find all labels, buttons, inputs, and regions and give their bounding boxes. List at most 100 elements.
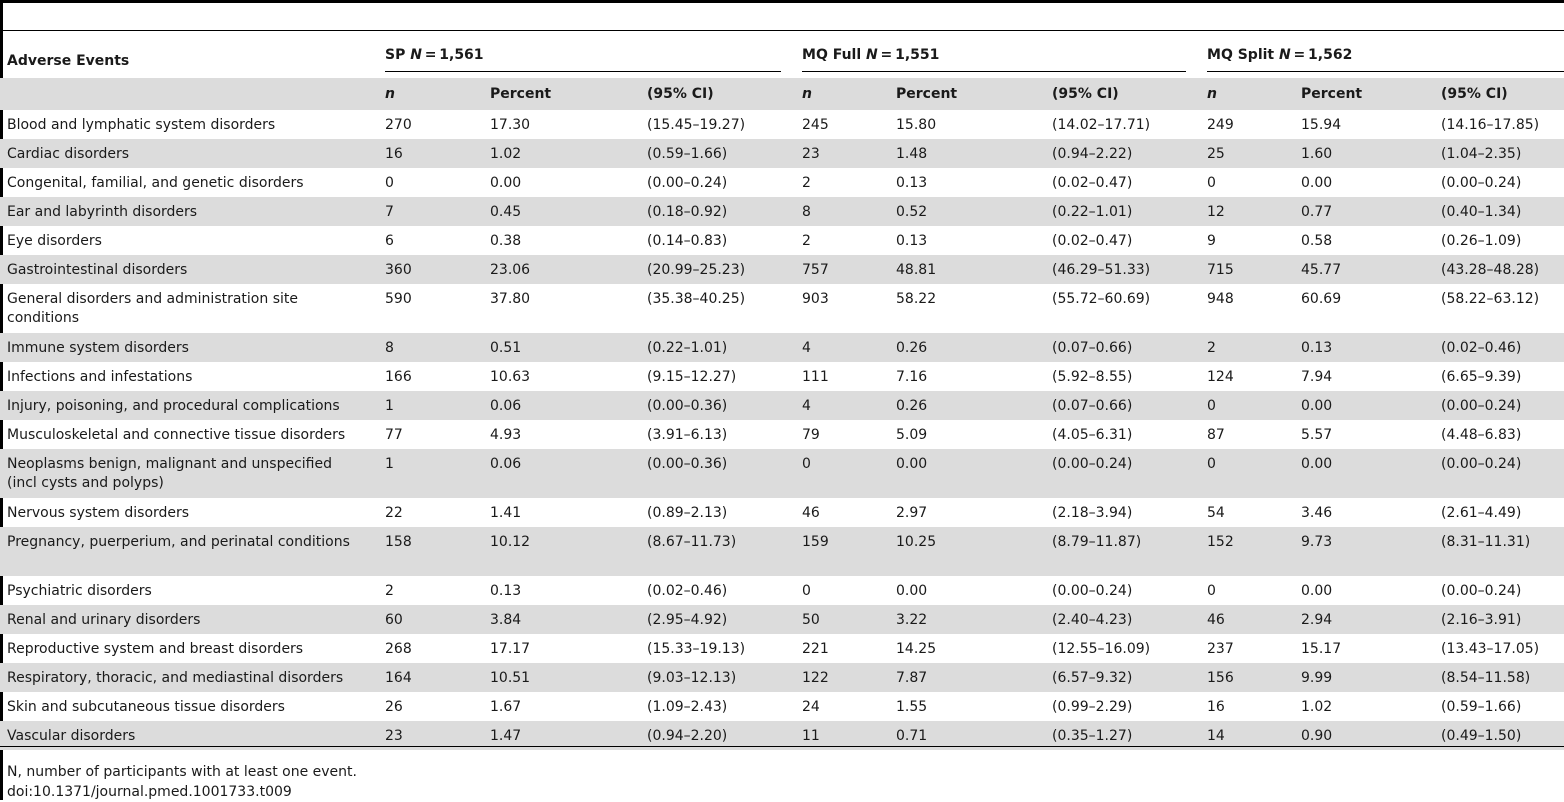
group-name: MQ Split — [1207, 46, 1275, 63]
adverse-event-label: Skin and subcutaneous tissue disorders — [7, 699, 285, 715]
cell-mq-full-percent: 0.00 — [896, 583, 928, 599]
cell-sp-n: 2 — [385, 583, 394, 599]
cell-mq-split-percent: 7.94 — [1301, 369, 1333, 385]
table-row: Eye disorders 6 0.38 (0.14–0.83) 2 0.13 (0.02–… — [0, 226, 1564, 255]
footnote-doi: doi:10.1371/journal.pmed.1001733.t009 — [7, 784, 292, 800]
adverse-event-label: Renal and urinary disorders — [0, 605, 378, 634]
adverse-event-label: Cardiac disorders — [0, 139, 378, 168]
cell-sp-n: 8 — [378, 333, 483, 362]
cell-mq-full-percent: 0.26 — [889, 391, 1046, 420]
cell-sp-n: 7 — [378, 197, 483, 226]
group-header-row: Adverse Events SP N = 1,561 MQ Full N = … — [0, 36, 1564, 78]
cell-mq-full-percent: 7.16 — [896, 369, 928, 385]
cell-mq-full-n: 24 — [802, 699, 820, 715]
cell-mq-full-percent: 58.22 — [896, 291, 937, 307]
cell-mq-full-percent: 0.00 — [889, 449, 1046, 498]
cell-mq-split-percent: 0.90 — [1294, 721, 1435, 750]
cell-sp-percent: 1.67 — [490, 699, 522, 715]
cell-sp-percent: 0.00 — [490, 175, 522, 191]
cell-mq-full-percent: 3.22 — [889, 605, 1046, 634]
cell-mq-full-ci: (0.07–0.66) — [1045, 391, 1201, 420]
cell-mq-split-ci: (2.61–4.49) — [1441, 505, 1522, 521]
cell-mq-split-percent: 1.02 — [1301, 699, 1333, 715]
cell-mq-split-ci: (0.00–0.24) — [1434, 449, 1564, 498]
adverse-events-table: Adverse Events SP N = 1,561 MQ Full N = … — [0, 36, 1564, 750]
cell-mq-split-ci: (0.00–0.24) — [1441, 175, 1522, 191]
cell-mq-full-percent: 0.13 — [896, 175, 928, 191]
cell-sp-percent: 0.38 — [490, 233, 522, 249]
cell-sp-n: 270 — [385, 117, 412, 133]
adverse-event-label: Gastrointestinal disorders — [0, 255, 378, 284]
cell-mq-full-n: 122 — [795, 663, 890, 692]
cell-mq-split-ci: (6.65–9.39) — [1441, 369, 1522, 385]
cell-sp-ci: (0.59–1.66) — [640, 139, 796, 168]
cell-sp-ci: (0.89–2.13) — [647, 505, 728, 521]
cell-sp-ci: (15.45–19.27) — [647, 117, 746, 133]
cell-mq-split-percent: 0.00 — [1301, 175, 1333, 191]
cell-mq-full-ci: (14.02–17.71) — [1052, 117, 1151, 133]
sub-header-ci: (95% CI) — [640, 78, 796, 110]
cell-mq-split-ci: (0.00–0.24) — [1434, 391, 1564, 420]
cell-mq-full-n: 0 — [795, 449, 890, 498]
table-row: Blood and lymphatic system disorders 270 1… — [0, 110, 1564, 139]
adverse-event-label: Ear and labyrinth disorders — [0, 197, 378, 226]
table-footnotes: N, number of participants with at least … — [7, 762, 357, 802]
cell-sp-n: 22 — [385, 505, 403, 521]
cell-sp-ci: (9.03–12.13) — [640, 663, 796, 692]
table-row: General disorders and administration sit… — [0, 284, 1564, 333]
table-row: Pregnancy, puerperium, and perinatal con… — [0, 527, 1564, 576]
cell-mq-split-n: 0 — [1200, 391, 1295, 420]
cell-mq-full-percent: 2.97 — [896, 505, 928, 521]
cell-mq-split-n: 12 — [1200, 197, 1295, 226]
cell-mq-split-ci: (4.48–6.83) — [1441, 427, 1522, 443]
cell-mq-full-n: 8 — [795, 197, 890, 226]
cell-mq-full-ci: (6.57–9.32) — [1045, 663, 1201, 692]
cell-mq-split-ci: (8.31–11.31) — [1434, 527, 1564, 576]
cell-mq-full-ci: (2.40–4.23) — [1045, 605, 1201, 634]
table-row: Congenital, familial, and genetic disord… — [0, 168, 1564, 197]
sub-header-percent: Percent — [889, 78, 1046, 110]
cell-mq-split-percent: 9.99 — [1294, 663, 1435, 692]
table-row: Renal and urinary disorders 60 3.84 (2.95–4… — [0, 605, 1564, 634]
cell-sp-n: 16 — [378, 139, 483, 168]
cell-mq-split-ci: (8.54–11.58) — [1434, 663, 1564, 692]
cell-sp-percent: 0.45 — [483, 197, 640, 226]
table-row: Ear and labyrinth disorders 7 0.45 (0.18–0.… — [0, 197, 1564, 226]
cell-sp-ci: (0.00–0.24) — [647, 175, 728, 191]
cell-sp-ci: (0.00–0.36) — [640, 449, 796, 498]
cell-mq-full-n: 903 — [802, 291, 829, 307]
cell-mq-split-percent: 15.94 — [1301, 117, 1342, 133]
cell-sp-percent: 4.93 — [490, 427, 522, 443]
cell-mq-full-n: 50 — [795, 605, 890, 634]
cell-mq-full-n: 245 — [802, 117, 829, 133]
cell-mq-full-ci: (0.07–0.66) — [1045, 333, 1201, 362]
cell-mq-full-n: 111 — [802, 369, 829, 385]
cell-mq-split-n: 156 — [1200, 663, 1295, 692]
cell-mq-split-ci: (0.00–0.24) — [1441, 583, 1522, 599]
adverse-event-label: Blood and lymphatic system disorders — [7, 117, 276, 133]
cell-mq-split-percent: 45.77 — [1294, 255, 1435, 284]
cell-sp-ci: (8.67–11.73) — [640, 527, 796, 576]
cell-mq-split-n: 2 — [1200, 333, 1295, 362]
cell-mq-split-ci: (0.49–1.50) — [1434, 721, 1564, 750]
table-row: Musculoskeletal and connective tissue di… — [0, 420, 1564, 449]
cell-mq-split-percent: 15.17 — [1301, 641, 1342, 657]
table-row: Infections and infestations 166 10.63 (9.15… — [0, 362, 1564, 391]
cell-sp-ci: (0.18–0.92) — [640, 197, 796, 226]
sub-header-n: n — [1200, 78, 1295, 110]
cell-mq-split-n: 25 — [1200, 139, 1295, 168]
cell-mq-split-percent: 0.00 — [1294, 449, 1435, 498]
cell-mq-split-ci: (2.16–3.91) — [1434, 605, 1564, 634]
cell-sp-ci: (3.91–6.13) — [647, 427, 728, 443]
adverse-event-label: Neoplasms benign, malignant and unspecif… — [0, 449, 378, 498]
cell-mq-split-percent: 1.60 — [1294, 139, 1435, 168]
cell-sp-ci: (0.94–2.20) — [640, 721, 796, 750]
cell-sp-ci: (35.38–40.25) — [647, 291, 746, 307]
cell-mq-full-ci: (0.00–0.24) — [1045, 449, 1201, 498]
cell-mq-full-percent: 7.87 — [889, 663, 1046, 692]
cell-mq-full-percent: 48.81 — [889, 255, 1046, 284]
cell-sp-n: 26 — [385, 699, 403, 715]
sub-header-row: n Percent (95% CI) n Percent (95% CI) n … — [0, 78, 1564, 110]
cell-mq-full-ci: (2.18–3.94) — [1052, 505, 1133, 521]
cell-sp-n: 77 — [385, 427, 403, 443]
